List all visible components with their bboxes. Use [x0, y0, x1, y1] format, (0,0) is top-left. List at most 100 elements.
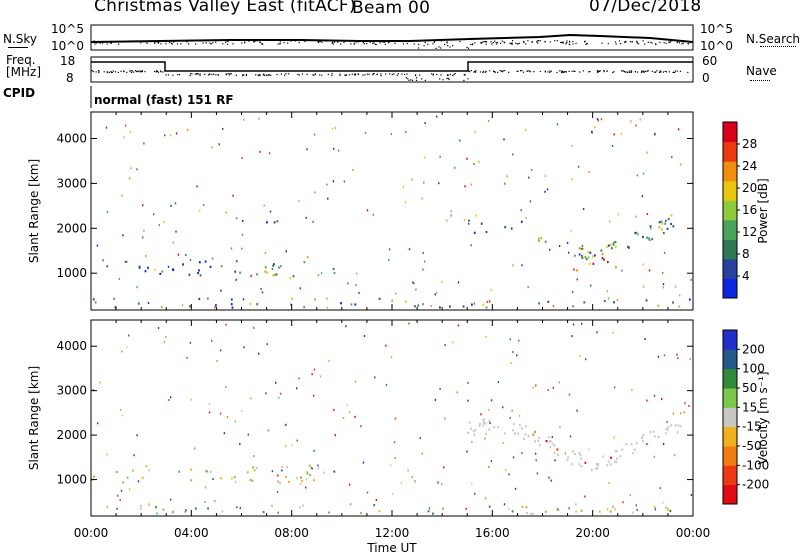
data-pixel: [214, 499, 216, 502]
nave-dot: [415, 79, 418, 81]
data-pixel: [576, 278, 578, 281]
data-pixel: [662, 442, 665, 445]
data-pixel: [576, 269, 578, 272]
data-pixel: [642, 263, 644, 266]
nave-dot: [482, 71, 484, 74]
nave-dot: [643, 71, 645, 73]
nsearch-dot: [472, 43, 474, 45]
data-pixel: [473, 162, 475, 165]
data-pixel: [534, 440, 536, 443]
nsearch-dot: [572, 40, 574, 43]
data-pixel: [423, 156, 426, 159]
data-pixel: [519, 423, 521, 426]
nave-dot: [656, 70, 658, 72]
data-pixel: [313, 368, 316, 371]
nsearch-dot: [200, 40, 202, 42]
nave-dot: [463, 79, 465, 82]
nsearch-dot: [585, 43, 587, 46]
x-axis-ticks: 00:00 04:00 08:00 12:00 16:00 20:00 00:00: [74, 526, 711, 540]
nave-dot: [345, 74, 348, 76]
data-pixel: [306, 148, 308, 151]
data-pixel: [235, 278, 237, 281]
data-pixel: [174, 202, 177, 205]
data-pixel: [646, 236, 648, 239]
nave-dot: [354, 74, 356, 76]
data-pixel: [497, 381, 500, 383]
data-pixel: [211, 146, 213, 149]
data-pixel: [390, 133, 392, 135]
nave-dot: [412, 79, 414, 81]
data-pixel: [594, 467, 597, 470]
data-pixel: [633, 448, 636, 451]
data-pixel: [301, 480, 303, 483]
nave-dot: [447, 77, 449, 79]
data-pixel: [157, 327, 160, 329]
data-pixel: [601, 252, 604, 256]
nsearch-dot: [325, 40, 327, 42]
nave-dot: [208, 73, 211, 75]
data-pixel: [502, 442, 504, 444]
data-pixel: [412, 281, 414, 284]
velocity-yticks: 1000 2000 3000 4000: [56, 320, 694, 516]
nave-dot: [563, 71, 565, 73]
data-pixel: [568, 251, 570, 254]
data-pixel: [436, 291, 438, 294]
data-pixel: [467, 399, 469, 402]
data-pixel: [594, 254, 596, 257]
data-pixel: [566, 241, 569, 244]
data-pixel: [672, 301, 674, 304]
nsearch-dot: [480, 42, 482, 44]
data-pixel: [484, 497, 487, 500]
data-pixel: [556, 508, 559, 511]
data-pixel: [683, 411, 685, 414]
data-pixel: [268, 152, 271, 155]
nsearch-dot: [631, 40, 633, 43]
data-pixel: [609, 220, 611, 223]
data-pixel: [470, 183, 472, 186]
nave-dot: [562, 71, 564, 73]
data-pixel: [590, 469, 593, 472]
data-pixel: [123, 136, 125, 139]
nsearch-dot: [212, 42, 214, 44]
data-pixel: [612, 243, 615, 246]
data-pixel: [554, 459, 556, 462]
nave-dot: [674, 71, 676, 74]
nave-dot: [431, 73, 433, 75]
nsearch-dot: [253, 40, 255, 42]
data-pixel: [194, 447, 196, 450]
nsearch-dot: [523, 41, 525, 44]
data-pixel: [508, 507, 510, 510]
data-pixel: [121, 414, 124, 417]
nave-dot: [501, 71, 504, 73]
nsearch-dot: [480, 42, 482, 44]
nsearch-dot: [509, 42, 511, 44]
data-pixel: [320, 272, 323, 275]
data-pixel: [578, 451, 581, 454]
nsearch-dot: [690, 42, 692, 44]
data-pixel: [209, 470, 212, 473]
data-pixel: [468, 219, 470, 222]
data-pixel: [614, 507, 617, 510]
nsearch-dot: [102, 42, 104, 44]
data-pixel: [197, 272, 199, 275]
nsearch-dot: [372, 42, 374, 44]
nave-dot: [131, 70, 133, 72]
data-pixel: [340, 302, 342, 305]
nave-dot: [588, 71, 590, 73]
data-pixel: [233, 476, 236, 479]
nave-dot: [245, 74, 247, 77]
nsearch-dot: [226, 40, 228, 42]
nsearch-dot: [406, 42, 408, 45]
nsearch-dot: [624, 41, 626, 43]
data-pixel: [256, 303, 259, 306]
data-pixel: [524, 433, 527, 436]
nave-dot: [297, 73, 299, 75]
x-tick-label: 16:00: [475, 526, 510, 540]
nave-dot: [199, 74, 201, 76]
nsearch-dot: [566, 42, 568, 44]
nave-dot: [314, 73, 316, 76]
data-pixel: [334, 470, 336, 473]
data-pixel: [454, 166, 456, 169]
data-pixel: [572, 323, 575, 326]
data-pixel: [106, 211, 109, 213]
